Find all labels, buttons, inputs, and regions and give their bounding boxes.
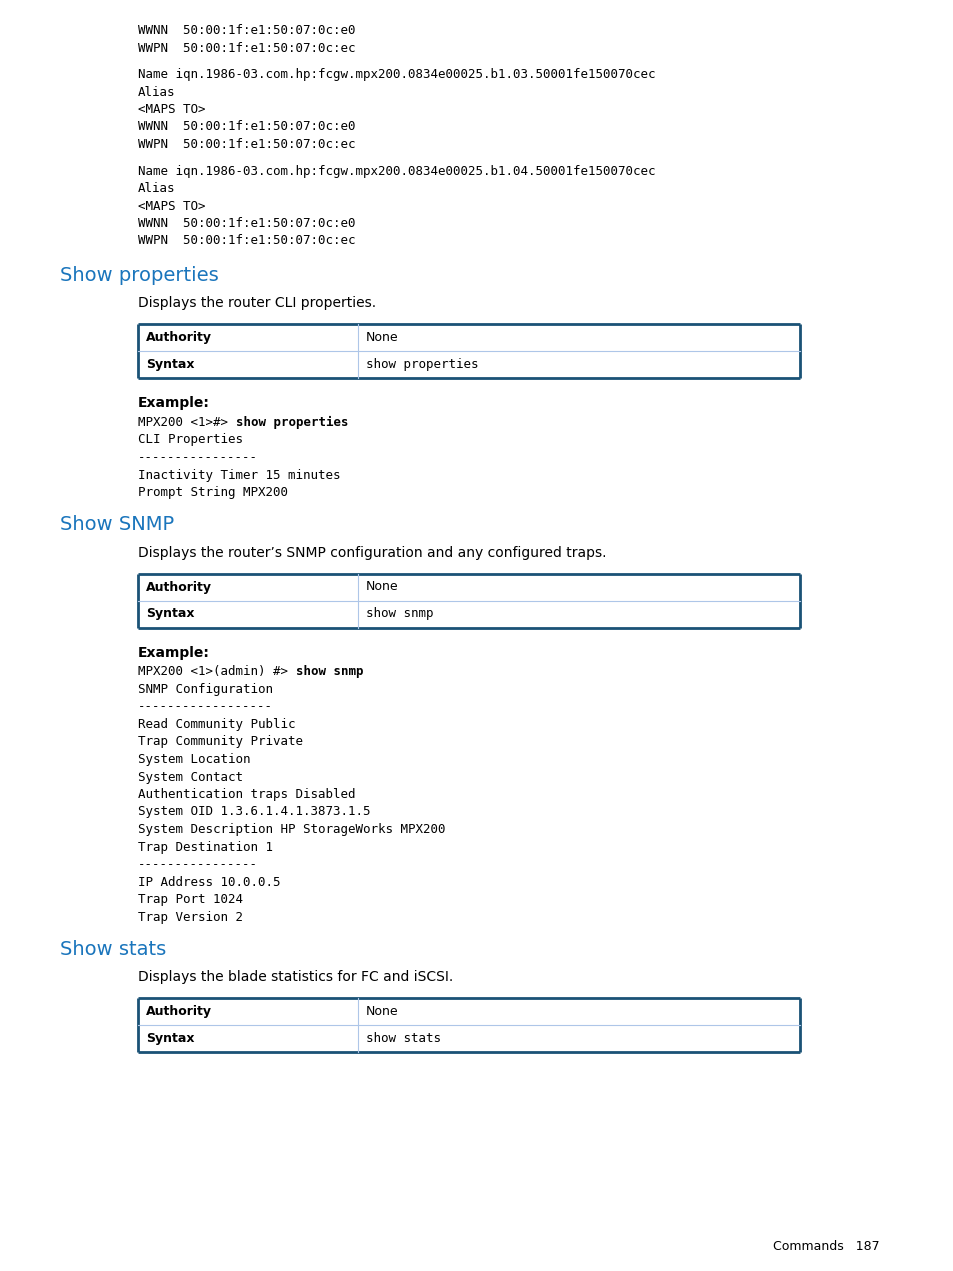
Text: Alias: Alias xyxy=(138,182,175,194)
Text: ----------------: ---------------- xyxy=(138,858,257,871)
Text: show properties: show properties xyxy=(235,416,348,430)
Text: SNMP Configuration: SNMP Configuration xyxy=(138,683,273,697)
Text: Show properties: Show properties xyxy=(60,266,218,285)
Text: WWPN  50:00:1f:e1:50:07:0c:ec: WWPN 50:00:1f:e1:50:07:0c:ec xyxy=(138,139,355,151)
Text: CLI Properties: CLI Properties xyxy=(138,433,243,446)
Text: Alias: Alias xyxy=(138,85,175,98)
Text: None: None xyxy=(366,1005,398,1018)
Text: Example:: Example: xyxy=(138,646,210,660)
Text: Displays the router CLI properties.: Displays the router CLI properties. xyxy=(138,296,375,310)
Text: Show SNMP: Show SNMP xyxy=(60,516,174,535)
Text: Authority: Authority xyxy=(146,1005,212,1018)
Text: Prompt String MPX200: Prompt String MPX200 xyxy=(138,486,288,500)
Text: Inactivity Timer 15 minutes: Inactivity Timer 15 minutes xyxy=(138,469,340,482)
Text: WWPN  50:00:1f:e1:50:07:0c:ec: WWPN 50:00:1f:e1:50:07:0c:ec xyxy=(138,235,355,248)
Text: Syntax: Syntax xyxy=(146,608,194,620)
Text: System Contact: System Contact xyxy=(138,770,243,783)
Text: System Location: System Location xyxy=(138,752,251,766)
Text: Example:: Example: xyxy=(138,397,210,411)
Text: WWNN  50:00:1f:e1:50:07:0c:e0: WWNN 50:00:1f:e1:50:07:0c:e0 xyxy=(138,24,355,37)
Text: WWPN  50:00:1f:e1:50:07:0c:ec: WWPN 50:00:1f:e1:50:07:0c:ec xyxy=(138,42,355,55)
Text: Trap Destination 1: Trap Destination 1 xyxy=(138,840,273,854)
Text: Commands   187: Commands 187 xyxy=(773,1240,879,1253)
Text: ----------------: ---------------- xyxy=(138,451,257,464)
Text: <MAPS TO>: <MAPS TO> xyxy=(138,103,205,116)
Text: Authority: Authority xyxy=(146,330,212,344)
Text: MPX200 <1>#>: MPX200 <1>#> xyxy=(138,416,235,430)
Text: Show stats: Show stats xyxy=(60,941,166,960)
Text: WWNN  50:00:1f:e1:50:07:0c:e0: WWNN 50:00:1f:e1:50:07:0c:e0 xyxy=(138,121,355,133)
Text: MPX200 <1>(admin) #>: MPX200 <1>(admin) #> xyxy=(138,666,295,679)
Text: IP Address 10.0.0.5: IP Address 10.0.0.5 xyxy=(138,876,280,888)
Text: Read Community Public: Read Community Public xyxy=(138,718,295,731)
Text: None: None xyxy=(366,581,398,594)
Text: None: None xyxy=(366,330,398,344)
Text: Trap Community Private: Trap Community Private xyxy=(138,736,303,749)
Text: System Description HP StorageWorks MPX200: System Description HP StorageWorks MPX20… xyxy=(138,824,445,836)
Text: Name iqn.1986-03.com.hp:fcgw.mpx200.0834e00025.b1.03.50001fe150070cec: Name iqn.1986-03.com.hp:fcgw.mpx200.0834… xyxy=(138,69,655,81)
Text: show snmp: show snmp xyxy=(295,666,363,679)
Text: show snmp: show snmp xyxy=(366,608,433,620)
Text: Authentication traps Disabled: Authentication traps Disabled xyxy=(138,788,355,801)
Text: Name iqn.1986-03.com.hp:fcgw.mpx200.0834e00025.b1.04.50001fe150070cec: Name iqn.1986-03.com.hp:fcgw.mpx200.0834… xyxy=(138,164,655,178)
Text: show properties: show properties xyxy=(366,358,478,371)
Text: ------------------: ------------------ xyxy=(138,700,273,713)
Text: Displays the router’s SNMP configuration and any configured traps.: Displays the router’s SNMP configuration… xyxy=(138,545,606,559)
Text: Authority: Authority xyxy=(146,581,212,594)
Text: WWNN  50:00:1f:e1:50:07:0c:e0: WWNN 50:00:1f:e1:50:07:0c:e0 xyxy=(138,217,355,230)
Text: Syntax: Syntax xyxy=(146,358,194,371)
Text: Syntax: Syntax xyxy=(146,1032,194,1045)
Text: show stats: show stats xyxy=(366,1032,440,1045)
Text: Trap Port 1024: Trap Port 1024 xyxy=(138,894,243,906)
Text: Displays the blade statistics for FC and iSCSI.: Displays the blade statistics for FC and… xyxy=(138,970,453,984)
Text: System OID 1.3.6.1.4.1.3873.1.5: System OID 1.3.6.1.4.1.3873.1.5 xyxy=(138,806,370,819)
Text: Trap Version 2: Trap Version 2 xyxy=(138,910,243,924)
Text: <MAPS TO>: <MAPS TO> xyxy=(138,200,205,212)
